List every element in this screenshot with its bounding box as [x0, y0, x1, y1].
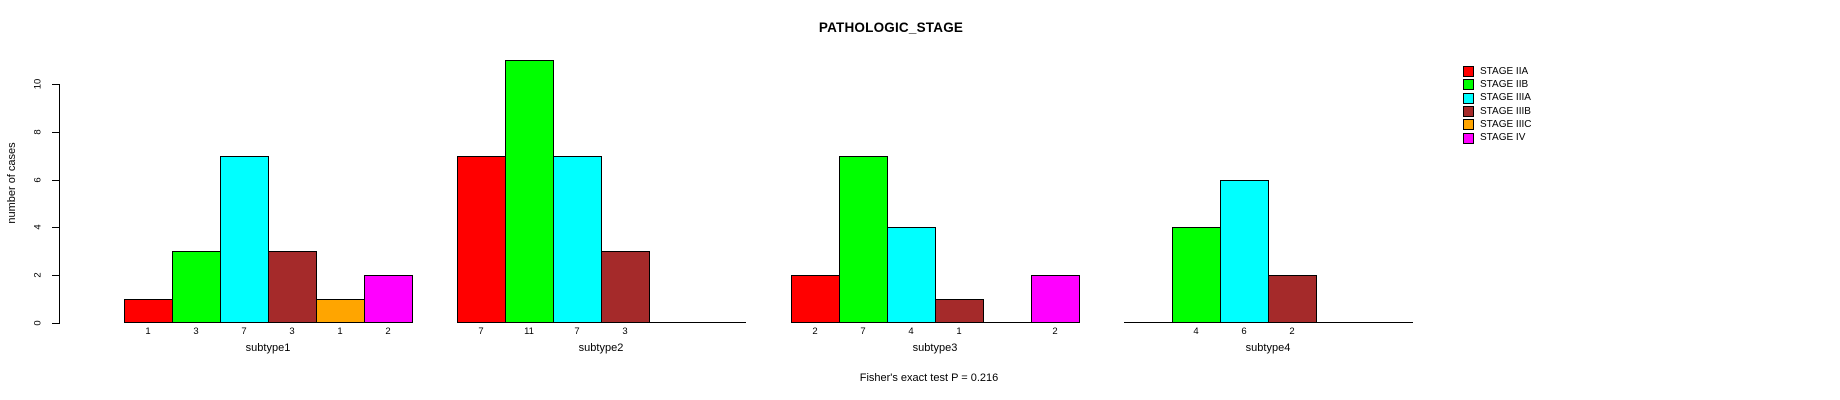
bar-value-label: 3 [193, 326, 199, 337]
bar-subtype1-stage-iiia [220, 156, 269, 323]
bar-value-label: 7 [478, 326, 484, 337]
y-tick-label: 0 [32, 320, 44, 326]
bar-value-label: 6 [1241, 326, 1247, 337]
legend-label: STAGE IV [1480, 132, 1526, 144]
bar-value-label: 7 [241, 326, 247, 337]
legend-item-stage-iiic: STAGE IIIC [1463, 118, 1532, 131]
bar-value-label: 4 [1193, 326, 1199, 337]
bar-value-label: 7 [860, 326, 866, 337]
fisher-test-annotation: Fisher's exact test P = 0.216 [859, 372, 999, 384]
bar-subtype3-stage-iiia [887, 227, 936, 323]
bar-value-label: 11 [524, 326, 534, 337]
bar-subtype1-stage-iib [172, 251, 221, 323]
bar-value-label: 2 [1289, 326, 1295, 337]
legend-item-stage-iib: STAGE IIB [1463, 78, 1532, 91]
bar-subtype3-stage-iiib [935, 299, 984, 323]
bar-value-label: 4 [908, 326, 914, 337]
zero-bar-subtype4-stage-iv [1364, 322, 1413, 323]
legend-swatch-icon [1463, 79, 1474, 91]
legend-swatch-icon [1463, 106, 1474, 118]
bar-value-label: 2 [812, 326, 818, 337]
y-tick-label: 8 [32, 129, 44, 135]
legend-item-stage-iiia: STAGE IIIA [1463, 92, 1532, 105]
y-tick [52, 323, 59, 324]
legend-item-stage-iiib: STAGE IIIB [1463, 105, 1532, 118]
legend-swatch-icon [1463, 132, 1474, 144]
bar-value-label: 1 [145, 326, 151, 337]
legend-label: STAGE IIA [1480, 65, 1529, 77]
bar-value-label: 3 [289, 326, 295, 337]
bar-subtype2-stage-iib [505, 60, 554, 323]
bar-subtype2-stage-iiib [601, 251, 650, 323]
y-tick [52, 132, 59, 133]
legend-swatch-icon [1463, 66, 1474, 78]
y-tick [52, 227, 59, 228]
legend-label: STAGE IIIB [1480, 105, 1531, 117]
bar-value-label: 7 [574, 326, 580, 337]
legend-item-stage-iv: STAGE IV [1463, 131, 1532, 144]
y-axis [59, 84, 60, 324]
zero-bar-subtype4-stage-iia [1124, 322, 1173, 323]
zero-bar-subtype3-stage-iiic [983, 322, 1032, 323]
bar-value-label: 2 [1052, 326, 1058, 337]
legend-label: STAGE IIB [1480, 78, 1529, 90]
legend-item-stage-iia: STAGE IIA [1463, 65, 1532, 78]
x-category-label-subtype1: subtype1 [245, 342, 291, 354]
x-category-label-subtype3: subtype3 [912, 342, 958, 354]
y-tick-label: 4 [32, 224, 44, 230]
bar-subtype3-stage-iv [1031, 275, 1080, 323]
zero-bar-subtype4-stage-iiic [1316, 322, 1365, 323]
y-tick-label: 6 [32, 177, 44, 183]
legend-label: STAGE IIIC [1480, 118, 1532, 130]
bar-value-label: 1 [337, 326, 343, 337]
zero-bar-subtype2-stage-iv [697, 322, 746, 323]
y-tick [52, 180, 59, 181]
bar-subtype1-stage-iia [124, 299, 173, 323]
chart-title: PATHOLOGIC_STAGE [818, 20, 964, 35]
x-category-label-subtype2: subtype2 [578, 342, 624, 354]
y-tick [52, 84, 59, 85]
bar-subtype3-stage-iia [791, 275, 840, 323]
bar-subtype4-stage-iib [1172, 227, 1221, 323]
bar-subtype1-stage-iv [364, 275, 413, 323]
bar-subtype1-stage-iiic [316, 299, 365, 323]
bar-value-label: 2 [385, 326, 391, 337]
bar-subtype4-stage-iiia [1220, 180, 1269, 323]
y-tick-label: 2 [32, 272, 44, 278]
bar-value-label: 1 [956, 326, 962, 337]
y-tick [52, 275, 59, 276]
legend-label: STAGE IIIA [1480, 92, 1531, 104]
legend: STAGE IIA STAGE IIB STAGE IIIA STAGE IIIB ST… [1463, 65, 1532, 145]
zero-bar-subtype2-stage-iiic [649, 322, 698, 323]
x-category-label-subtype4: subtype4 [1245, 342, 1291, 354]
bar-subtype1-stage-iiib [268, 251, 317, 323]
bar-value-label: 3 [622, 326, 628, 337]
legend-swatch-icon [1463, 92, 1474, 104]
bar-subtype4-stage-iiib [1268, 275, 1317, 323]
bar-subtype2-stage-iiia [553, 156, 602, 323]
legend-swatch-icon [1463, 119, 1474, 131]
y-tick-label: 10 [32, 78, 44, 90]
bar-subtype3-stage-iib [839, 156, 888, 323]
bar-subtype2-stage-iia [457, 156, 506, 323]
